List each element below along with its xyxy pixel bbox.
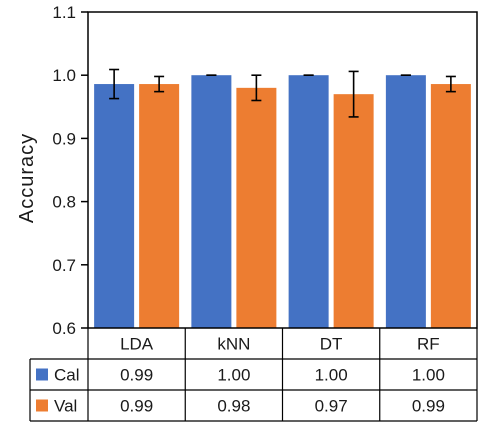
y-tick-label: 0.8: [52, 193, 76, 212]
bar-cal-knn: [191, 75, 232, 328]
bar-val-rf: [430, 84, 471, 328]
y-tick-label: 0.9: [52, 129, 76, 148]
category-label: LDA: [120, 335, 154, 354]
y-tick-label: 1.1: [52, 3, 76, 22]
bar-cal-lda: [94, 84, 135, 328]
table-value: 0.98: [217, 397, 250, 416]
bar-cal-dt: [288, 75, 329, 328]
legend-label: Val: [54, 397, 77, 416]
legend-key-cal: [36, 368, 48, 381]
y-axis-title: Accuracy: [16, 133, 38, 223]
category-label: RF: [417, 335, 440, 354]
data-table: LDA kNN DT RF Cal 0.99 1.00 1.00 1.00 Val 0.99 0.98…: [29, 328, 478, 422]
y-tick-label: 0.7: [52, 256, 76, 275]
category-label: kNN: [217, 335, 250, 354]
legend-key-val: [36, 399, 48, 412]
y-tick-label: 0.6: [52, 319, 76, 338]
legend-label: Cal: [54, 366, 80, 385]
bar-cal-rf: [385, 75, 426, 328]
table-value: 0.99: [412, 397, 445, 416]
table-value: 0.99: [120, 397, 153, 416]
table-value: 0.97: [315, 397, 348, 416]
category-label: DT: [320, 335, 343, 354]
table-value: 1.00: [412, 366, 445, 385]
bar-val-knn: [236, 87, 277, 328]
table-value: 1.00: [315, 366, 348, 385]
table-value: 1.00: [217, 366, 250, 385]
bar-val-lda: [139, 84, 180, 328]
table-value: 0.99: [120, 366, 153, 385]
plot-area: 0.6 0.7 0.8 0.9 1.0 1.1: [52, 3, 478, 338]
bar-val-dt: [333, 94, 374, 328]
y-tick-label: 1.0: [52, 66, 76, 85]
